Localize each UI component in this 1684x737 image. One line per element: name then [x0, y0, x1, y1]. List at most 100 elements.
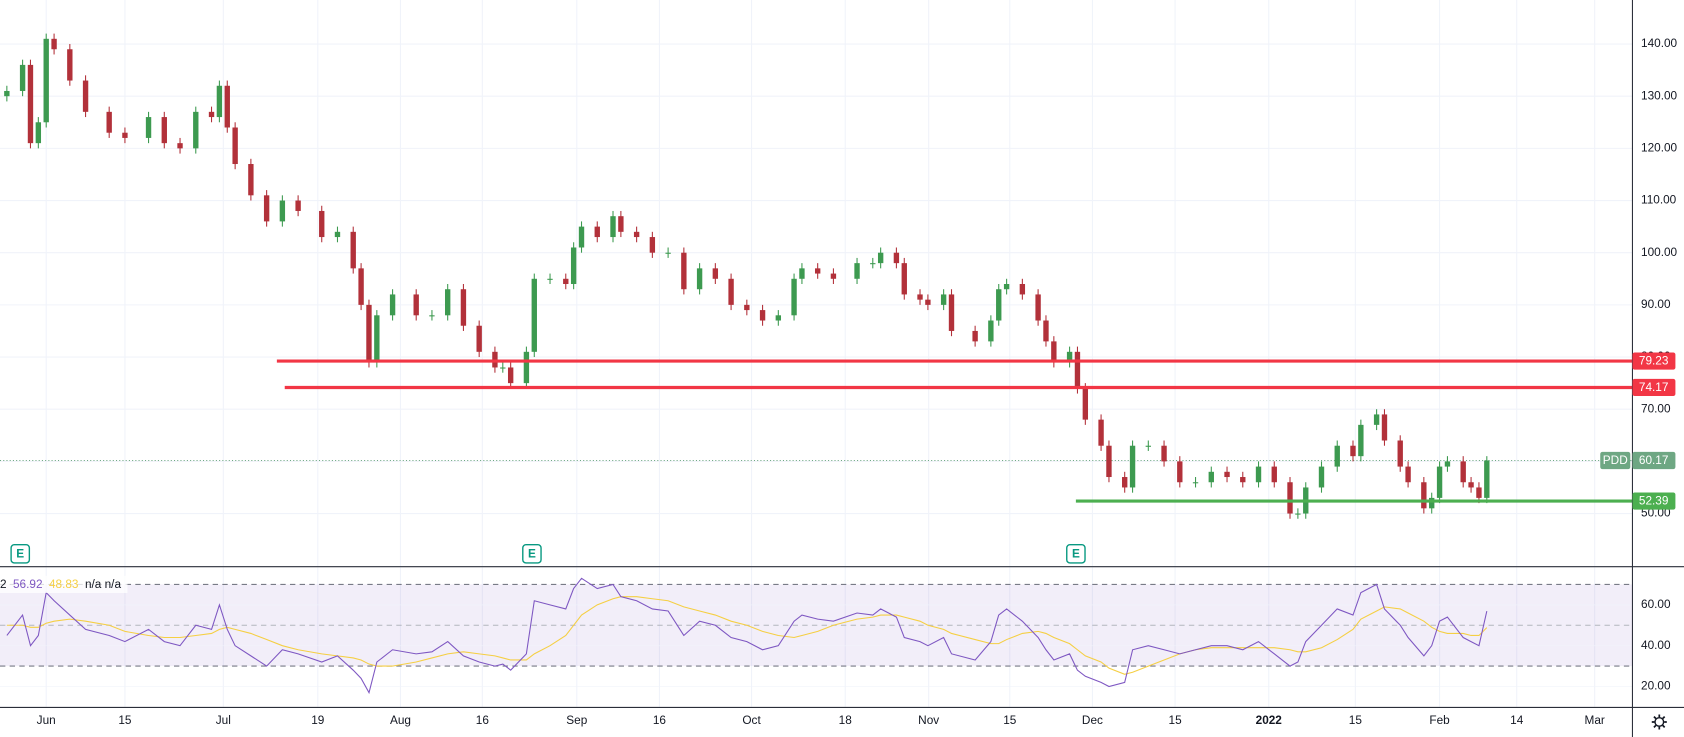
candle-body: [1460, 461, 1466, 483]
symbol-label: PDD: [1603, 453, 1628, 467]
x-tick-label: 2022: [1256, 713, 1283, 727]
candle-body: [295, 200, 301, 211]
candle-body: [1295, 513, 1301, 515]
rsi-legend-prefix: 2: [0, 577, 7, 591]
candle-body: [1444, 461, 1451, 467]
candle-body: [51, 38, 57, 50]
candle-body: [1255, 466, 1262, 483]
gear-teeth: [1651, 714, 1667, 730]
candle-body: [696, 268, 703, 290]
candle-body: [988, 320, 994, 342]
candle-body: [759, 310, 766, 321]
candle-body: [775, 315, 782, 321]
candle-body: [681, 252, 687, 290]
x-tick-label: 15: [1003, 713, 1017, 727]
y-tick-label: 100.00: [1641, 245, 1678, 259]
candle-body: [216, 85, 223, 118]
earnings-marker[interactable]: E: [522, 543, 542, 564]
candle-body: [1271, 466, 1277, 483]
settings-icon[interactable]: [1651, 714, 1667, 730]
candle-body: [232, 127, 238, 165]
candle-body: [1082, 388, 1089, 420]
candle-body: [19, 64, 26, 91]
x-tick-label: 14: [1510, 713, 1524, 727]
earnings-box: [10, 543, 31, 564]
x-tick-label: Aug: [390, 713, 411, 727]
earnings-label: E: [528, 546, 536, 560]
candle-body: [1421, 482, 1427, 509]
candle-body: [1476, 487, 1482, 498]
rsi-tick-label: 40.00: [1641, 638, 1671, 652]
candle-body: [1429, 497, 1435, 509]
candle-body: [106, 111, 112, 133]
candle-body: [940, 294, 947, 305]
earnings-label: E: [16, 546, 24, 560]
candle-body: [854, 263, 860, 279]
x-tick-label: 15: [1169, 713, 1183, 727]
candle-body: [177, 143, 183, 149]
earnings-marker[interactable]: E: [1066, 543, 1086, 564]
candle-body: [1051, 341, 1057, 363]
candle-body: [1098, 419, 1104, 446]
level-label-box: [1632, 492, 1676, 510]
y-tick-label: 140.00: [1641, 36, 1678, 50]
candle-body: [1074, 351, 1081, 389]
candle-body: [1318, 466, 1325, 488]
rsi-tick-label: 20.00: [1641, 679, 1671, 693]
candle-body: [925, 299, 931, 305]
candle-body: [633, 231, 640, 238]
candle-body: [665, 252, 671, 254]
candle-body: [594, 226, 600, 238]
x-tick-label: 16: [653, 713, 667, 727]
candle-body: [799, 268, 805, 279]
candle-body: [547, 278, 553, 280]
level-label: 74.17: [1639, 380, 1669, 394]
candle-body: [1129, 445, 1136, 488]
candle-body: [791, 278, 797, 316]
y-tick-label: 110.00: [1641, 193, 1677, 207]
candle-body: [35, 122, 42, 144]
rsi-tick-label: 60.00: [1641, 597, 1671, 611]
x-tick-label: 18: [839, 713, 853, 727]
candle-body: [319, 210, 325, 238]
candle-body: [27, 64, 34, 144]
candle-body: [1043, 320, 1049, 342]
earnings-box: [522, 543, 542, 564]
x-tick-label: Feb: [1429, 713, 1450, 727]
symbol-box: [1600, 451, 1631, 470]
candle-body: [712, 268, 719, 279]
candle-body: [901, 263, 907, 295]
y-tick-label: 120.00: [1641, 140, 1678, 154]
candle-body: [917, 294, 923, 300]
candle-body: [744, 304, 750, 311]
candle-body: [1397, 440, 1403, 467]
level-label: 52.39: [1639, 494, 1669, 508]
candle-body: [1208, 471, 1214, 483]
earnings-marker[interactable]: E: [10, 543, 31, 564]
candle-body: [507, 367, 514, 384]
candle-body: [1381, 414, 1388, 441]
candle-body: [1161, 445, 1167, 462]
level-label: 79.23: [1639, 354, 1669, 368]
x-tick-label: Dec: [1082, 713, 1103, 727]
candle-body: [122, 132, 128, 138]
candle-body: [1066, 351, 1073, 363]
candle-body: [1373, 414, 1380, 425]
candle-body: [82, 80, 89, 112]
rsi-line: [6, 577, 1488, 695]
candle-body: [1240, 477, 1246, 483]
candle-body: [1350, 445, 1356, 457]
y-tick-label: 130.00: [1641, 88, 1678, 102]
x-tick-label: 16: [476, 713, 490, 727]
candle-body: [4, 90, 10, 97]
candle-body: [1035, 294, 1041, 321]
candle-body: [1287, 482, 1293, 514]
level-label-box: [1632, 352, 1676, 370]
x-tick-label: 15: [1349, 713, 1363, 727]
candle-body: [263, 195, 270, 222]
candle-body: [366, 304, 372, 363]
earnings-box: [1066, 543, 1086, 564]
